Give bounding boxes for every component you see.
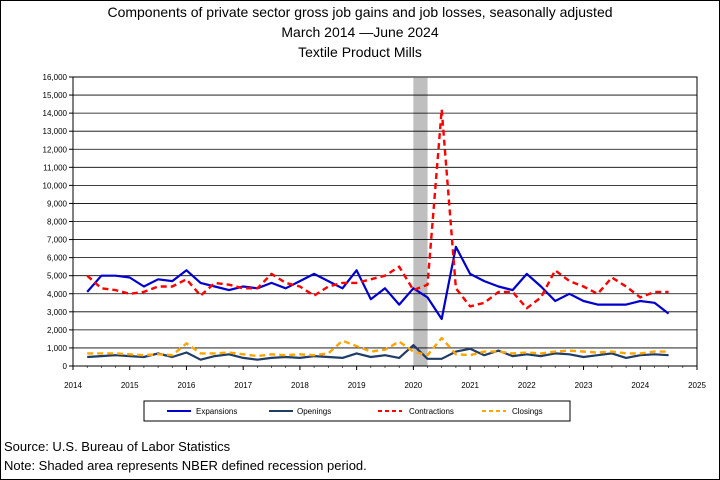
y-tick-label: 14,000 xyxy=(43,109,68,118)
x-tick-label: 2016 xyxy=(178,381,196,390)
chart-title: Components of private sector gross job g… xyxy=(107,4,613,20)
y-tick-label: 4,000 xyxy=(47,290,68,299)
series-line-openings xyxy=(87,344,669,361)
x-tick-label: 2021 xyxy=(461,381,479,390)
x-tick-label: 2025 xyxy=(688,381,706,390)
x-tick-label: 2014 xyxy=(64,381,82,390)
x-tick-label: 2020 xyxy=(404,381,422,390)
y-tick-label: 2,000 xyxy=(47,326,68,335)
y-tick-label: 7,000 xyxy=(47,236,68,245)
y-tick-label: 0 xyxy=(63,362,68,371)
y-tick-label: 12,000 xyxy=(43,145,68,154)
x-tick-label: 2019 xyxy=(348,381,366,390)
series-line-closings xyxy=(87,336,669,358)
y-tick-label: 16,000 xyxy=(43,73,68,82)
x-tick-label: 2024 xyxy=(631,381,649,390)
legend-label-expansions: Expansions xyxy=(196,407,237,416)
legend-label-openings: Openings xyxy=(297,407,331,416)
y-tick-label: 11,000 xyxy=(43,163,67,172)
y-tick-label: 10,000 xyxy=(43,181,68,190)
x-tick-label: 2015 xyxy=(121,381,139,390)
x-tick-label: 2023 xyxy=(575,381,593,390)
source-note: Source: U.S. Bureau of Labor Statistics xyxy=(4,439,231,454)
y-tick-label: 5,000 xyxy=(47,272,68,281)
y-tick-label: 1,000 xyxy=(47,344,68,353)
y-tick-label: 8,000 xyxy=(47,218,68,227)
series-line-expansions xyxy=(86,245,670,321)
y-tick-label: 6,000 xyxy=(47,254,68,263)
y-tick-label: 3,000 xyxy=(47,308,68,317)
x-tick-label: 2018 xyxy=(291,381,309,390)
series-line-contractions xyxy=(86,108,669,310)
y-tick-label: 13,000 xyxy=(43,127,68,136)
y-tick-label: 15,000 xyxy=(43,91,68,100)
legend-box xyxy=(143,400,571,422)
y-tick-label: 9,000 xyxy=(47,199,68,208)
chart-subtitle-period: March 2014 —June 2024 xyxy=(281,24,439,40)
legend-label-contractions: Contractions xyxy=(409,407,454,416)
legend-label-closings: Closings xyxy=(512,407,543,416)
x-tick-label: 2022 xyxy=(518,381,536,390)
x-tick-label: 2017 xyxy=(234,381,252,390)
chart-subtitle-industry: Textile Product Mills xyxy=(298,44,422,60)
recession-note: Note: Shaded area represents NBER define… xyxy=(4,458,367,473)
